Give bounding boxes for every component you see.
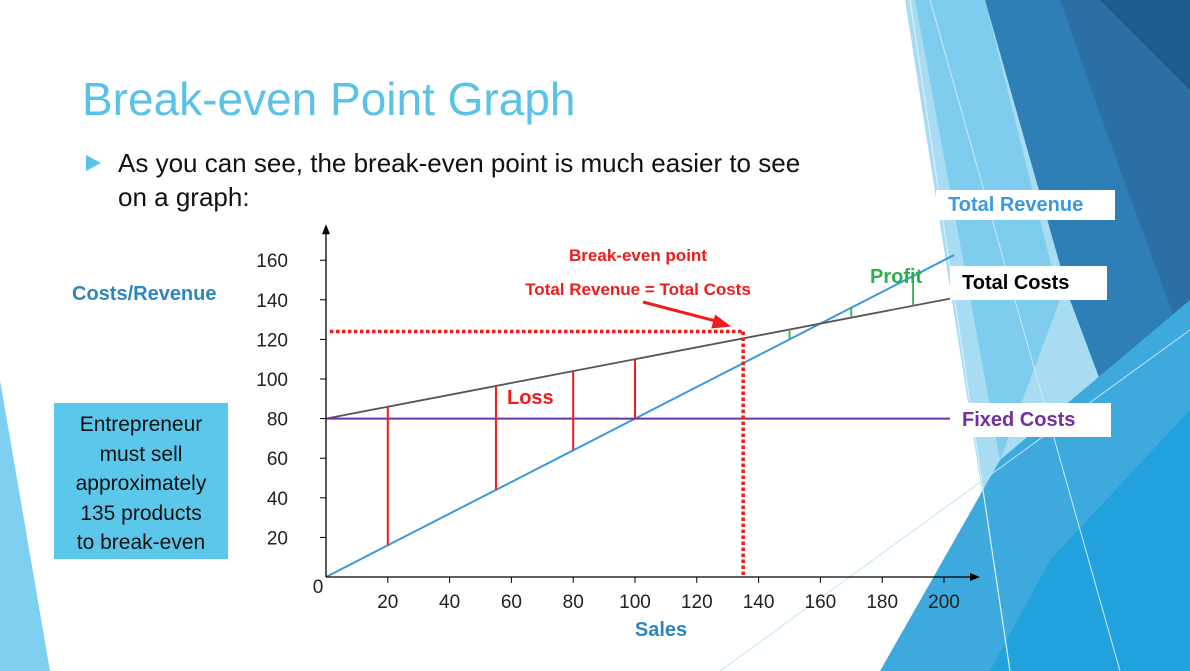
break-even-arrowhead [711,314,732,329]
x-axis-title: Sales [635,619,687,641]
x-tick-label: 100 [619,592,651,613]
x-tick-label: 80 [563,592,584,613]
deco-shape [1100,0,1190,90]
y-tick-label: 20 [267,528,288,549]
bullet-line: on a graph: [118,182,250,212]
x-tick-label: 0 [313,577,324,598]
x-tick-label: 200 [928,592,960,613]
note-line: Entrepreneur [79,413,203,436]
x-axis-arrow [970,573,980,581]
deco-line [909,0,1011,671]
x-tick-label: 20 [377,592,398,613]
note-line: must sell [99,442,183,466]
series-line-2 [325,296,955,420]
note-line: to break-even [76,531,206,554]
bullet-triangle-icon [86,155,101,171]
y-axis-title: Costs/Revenue [72,283,217,305]
note-line: 135 products [80,501,202,525]
x-tick-label: 40 [439,592,460,613]
x-tick-label: 160 [805,592,837,613]
deco-shape [990,410,1190,671]
annotation-break-even-formula: Total Revenue = Total Costs [525,280,751,299]
legend-fixed-costs: Fixed Costs [950,403,1111,437]
series-line-1 [325,254,955,578]
legend-total-revenue: Total Revenue [936,190,1115,220]
x-tick-label: 120 [681,592,713,613]
note-line: approximately [75,472,207,495]
y-tick-label: 40 [267,489,288,510]
bullet-line: As you can see, the break-even point is … [118,148,801,178]
y-tick-label: 140 [256,291,288,312]
note-box: Entrepreneur must sell approximately 135… [54,403,228,559]
annotation-loss: Loss [507,387,554,409]
deco-shape [1060,0,1190,360]
annotation-profit: Profit [870,266,923,288]
annotation-break-even-title: Break-even point [569,246,707,265]
bullet-text: As you can see, the break-even point is … [118,146,800,214]
break-even-arrow [642,300,722,324]
x-tick-label: 60 [501,592,522,613]
slide-title: Break-even Point Graph [82,73,576,125]
deco-line [719,329,1190,671]
y-axis-arrow [322,224,330,235]
legend-total-costs: Total Costs [950,266,1107,300]
deco-shape [915,0,1060,460]
deco-line [929,0,1121,671]
x-tick-label: 180 [866,592,898,613]
deco-shape [0,380,50,671]
x-tick-label: 140 [743,592,775,613]
y-tick-label: 80 [267,410,288,431]
y-tick-label: 120 [256,330,288,351]
y-tick-label: 160 [256,251,288,272]
y-tick-label: 100 [256,370,288,391]
y-tick-label: 60 [267,449,288,470]
